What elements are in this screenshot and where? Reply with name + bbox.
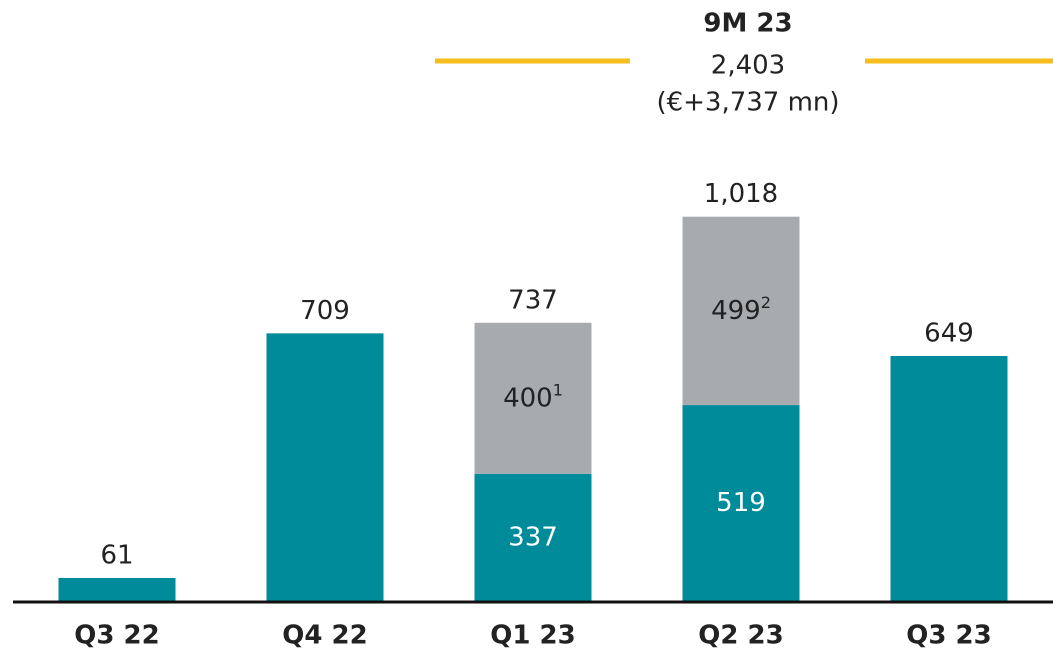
x-tick-label: Q2 23 xyxy=(698,621,783,651)
total-label: 709 xyxy=(300,296,350,326)
total-label: 649 xyxy=(924,319,974,349)
segment-label: 4001 xyxy=(503,380,563,413)
bar-segment xyxy=(58,577,176,601)
segment-value: 499 xyxy=(711,295,761,325)
total-label: 61 xyxy=(100,540,133,570)
total-label: 1,018 xyxy=(704,179,778,209)
segment-value: 337 xyxy=(508,522,558,552)
x-tick-label: Q1 23 xyxy=(490,621,575,651)
bar-segment xyxy=(474,322,592,474)
footnote-marker: 1 xyxy=(553,380,563,399)
x-tick-label: Q4 22 xyxy=(282,621,367,651)
x-tick-label: Q3 23 xyxy=(906,621,991,651)
annotation-value: 2,403 xyxy=(711,51,785,81)
x-tick-label: Q3 22 xyxy=(74,621,159,651)
segment-value: 400 xyxy=(503,383,553,413)
annotation-title: 9M 23 xyxy=(703,9,792,39)
total-label: 737 xyxy=(508,285,558,315)
footnote-marker: 2 xyxy=(761,292,771,311)
segment-label: 4992 xyxy=(711,292,771,325)
segment-value: 519 xyxy=(716,488,766,518)
bar-segment xyxy=(890,356,1008,601)
bar-segment xyxy=(682,216,800,406)
segment-label: 337 xyxy=(508,522,558,552)
bar-segment xyxy=(474,473,592,601)
annotation-note: (€+3,737 mn) xyxy=(656,88,839,118)
bar-segment xyxy=(266,333,384,601)
segment-label: 519 xyxy=(716,488,766,518)
bar-segment xyxy=(682,405,800,601)
